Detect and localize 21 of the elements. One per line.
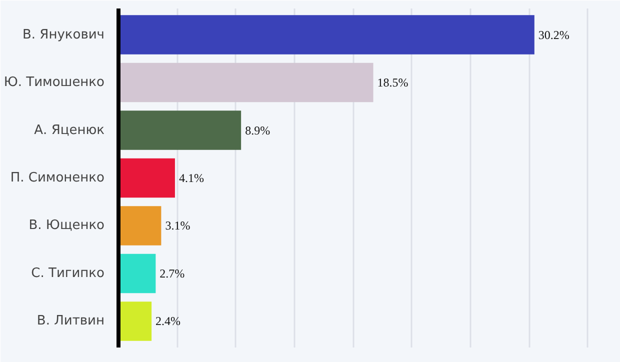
bar <box>118 254 156 294</box>
data-label: 18.5% <box>377 76 408 90</box>
y-tick-label: В. Ющенко <box>28 218 105 234</box>
data-label: 2.7% <box>160 266 185 280</box>
data-label: 2.4% <box>156 314 181 328</box>
data-label: 3.1% <box>165 218 190 233</box>
y-tick-label: В. Янукович <box>22 27 105 42</box>
bar <box>118 62 374 102</box>
data-label: 8.9% <box>245 123 270 138</box>
data-label: 4.1% <box>178 171 204 185</box>
data-label: 30.2% <box>538 28 570 42</box>
y-tick-label: В. Литвин <box>36 314 105 329</box>
y-tick-label: С. Тигипко <box>31 266 105 281</box>
bar <box>118 110 242 150</box>
y-tick-label: Ю. Тимошенко <box>4 75 105 90</box>
y-tick-label: А. Яценюк <box>34 122 105 138</box>
bar <box>118 206 162 246</box>
bar <box>118 15 534 54</box>
bar <box>118 158 175 198</box>
y-tick-label: П. Симоненко <box>10 170 105 186</box>
bar <box>118 302 152 341</box>
